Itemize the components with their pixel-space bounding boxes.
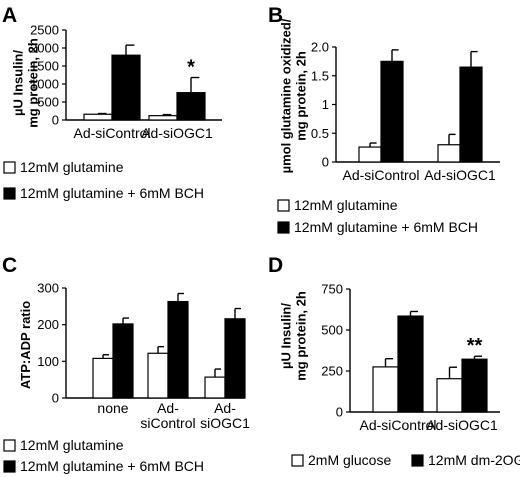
panel-d-y-axis-title: mg protein, 2h <box>294 291 309 381</box>
panel-a-bar <box>176 92 206 121</box>
panel-a-category-label: Ad-siControl <box>73 125 150 141</box>
panel-b-y-axis-title: mg protein, 2h <box>294 51 309 141</box>
panel-c-bar <box>147 352 169 399</box>
panel-b-y-tick-label: 0 <box>322 155 329 170</box>
panel-d-bar <box>397 315 424 413</box>
panel-d-y-axis-title: µU Insulin/ <box>279 303 294 369</box>
panel-b-bar <box>380 60 404 163</box>
panel-a-y-tick-label: 500 <box>37 95 59 110</box>
panel-b-y-tick-label: 2.0 <box>311 40 329 55</box>
panel-d-category-label: Ad-siControl <box>359 417 436 433</box>
panel-a-y-axis-title: µU Insulin/ <box>11 50 26 116</box>
panel-d-legend-swatch <box>291 454 304 467</box>
panel-a-bar <box>83 113 113 121</box>
panel-a-y-tick-label: 2000 <box>30 41 59 56</box>
panel-c-legend-label: 12mM glutamine <box>20 437 124 453</box>
panel-a-legend-swatch <box>3 187 16 200</box>
panel-c-bar <box>204 376 226 399</box>
panel-d-legend-label: 2mM glucose <box>308 452 391 468</box>
panel-d-legend-swatch <box>411 454 424 467</box>
panel-c-legend-label: 12mM glutamine + 6mM BCH <box>20 458 204 474</box>
panel-c-y-tick-label: 100 <box>37 354 59 369</box>
panel-d-category-label: Ad-siOGC1 <box>426 417 498 433</box>
panel-a-y-axis-title: mg protein, 2h <box>26 38 41 128</box>
panel-d-y-tick-label: 750 <box>321 282 343 297</box>
panel-c-category-label: siOGC1 <box>200 415 250 431</box>
panel-c-bar <box>112 323 134 399</box>
panel-b-bar <box>437 144 461 163</box>
panel-c-category-label: none <box>97 400 128 416</box>
panel-c-label: C <box>2 254 17 277</box>
panel-c-category-label: siControl <box>140 415 195 431</box>
panel-c-y-tick-label: 300 <box>37 281 59 296</box>
panel-a-category-label: Ad-siOGC1 <box>141 125 213 141</box>
panel-a-legend-label: 12mM glutamine + 6mM BCH <box>20 185 204 201</box>
panel-a-y-tick-label: 2500 <box>30 23 59 38</box>
panel-a-bar <box>148 115 178 121</box>
panel-a-bar <box>111 54 141 121</box>
panel-b-legend-swatch <box>277 221 290 234</box>
panel-d-bar <box>436 378 463 413</box>
panel-d-bar <box>461 358 488 413</box>
panel-a-legend-label: 12mM glutamine <box>20 159 124 175</box>
panel-d-legend-label: 12mM dm-2OG <box>428 452 520 468</box>
panel-c-y-axis-title: ATP:ADP ratio <box>18 301 33 389</box>
panel-c-category-label: Ad- <box>157 400 179 416</box>
panel-b-bar <box>459 66 483 163</box>
panel-a-significance-marker: * <box>187 57 195 79</box>
panel-a-legend-swatch <box>3 161 16 174</box>
panel-b-y-tick-label: 1 <box>322 97 329 112</box>
panel-b-label: B <box>268 4 283 27</box>
panel-d-y-tick-label: 0 <box>336 405 343 420</box>
panel-b-y-axis-title: µmol glutamine oxidized/ <box>279 18 294 173</box>
panel-c-category-label: Ad- <box>214 400 236 416</box>
panel-d-significance-marker: ** <box>467 335 483 357</box>
panel-c-bar <box>167 300 189 399</box>
panel-b-legend-swatch <box>277 199 290 212</box>
panel-a-y-tick-label: 1500 <box>30 59 59 74</box>
panel-c-y-tick-label: 0 <box>52 391 59 406</box>
panel-c-legend-swatch <box>3 460 16 473</box>
panel-a-y-tick-label: 0 <box>52 113 59 128</box>
panel-b-legend-label: 12mM glutamine + 6mM BCH <box>294 219 478 235</box>
panel-b-legend-label: 12mM glutamine <box>294 197 398 213</box>
panel-d-y-tick-label: 500 <box>321 323 343 338</box>
panel-c-legend-swatch <box>3 439 16 452</box>
panel-a-y-tick-label: 1000 <box>30 77 59 92</box>
panel-a-label: A <box>2 4 17 27</box>
panel-b-category-label: Ad-siOGC1 <box>424 167 496 183</box>
panel-b-y-tick-label: 1.5 <box>311 68 329 83</box>
panel-d-y-tick-label: 250 <box>321 364 343 379</box>
panel-b-bar <box>358 146 382 163</box>
panel-b-y-tick-label: 0.5 <box>311 126 329 141</box>
panel-b-category-label: Ad-siControl <box>342 167 419 183</box>
panel-c-y-tick-label: 200 <box>37 317 59 332</box>
panel-c-bar <box>224 318 246 399</box>
panel-d-label: D <box>268 254 283 277</box>
panel-c-bar <box>92 357 114 399</box>
panel-d-bar <box>372 366 399 413</box>
